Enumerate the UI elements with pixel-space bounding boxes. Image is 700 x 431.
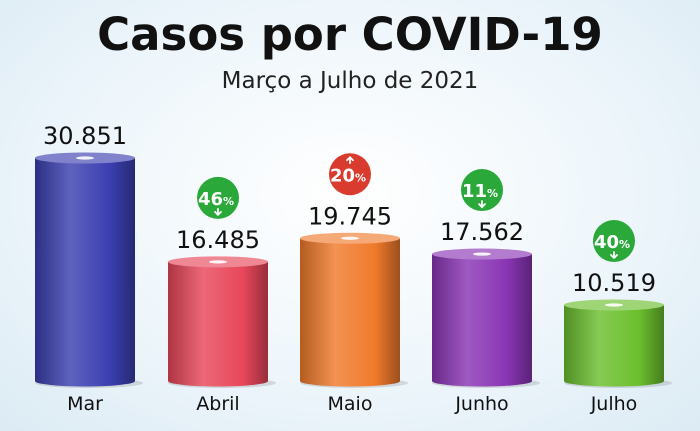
bar-junho (431, 254, 532, 387)
badge-circle (593, 219, 635, 262)
category-label-mar: Mar (67, 393, 103, 415)
badge-percent: 11% (462, 181, 498, 202)
value-label-mar: 30.851 (43, 122, 127, 150)
bar-mar (35, 158, 135, 387)
bar-top-highlight (209, 260, 227, 264)
value-label-junho: 17.562 (440, 218, 524, 246)
category-label-julho: Julho (590, 393, 638, 415)
arrow-down-icon (214, 207, 222, 217)
arrow-down-icon (610, 251, 618, 260)
category-label-abril: Abril (196, 393, 239, 415)
chart-subtitle: Março a Julho de 2021 (222, 68, 479, 94)
change-badge-maio: 20% (329, 153, 371, 196)
change-badge-junho: 11% (461, 169, 503, 212)
change-badge-julho: 40% (593, 219, 635, 262)
bar-abril (168, 261, 268, 387)
bar-julho (564, 304, 664, 387)
bar-top-highlight (76, 156, 94, 160)
value-label-abril: 16.485 (176, 226, 260, 254)
change-badge-abril: 46% (197, 176, 239, 219)
value-label-julho: 10.519 (572, 269, 656, 297)
arrow-down-icon (478, 200, 486, 209)
bar-maio (300, 238, 400, 387)
bar-top-highlight (605, 303, 623, 307)
badge-circle (329, 153, 371, 196)
bar-top-highlight (473, 252, 491, 256)
arrow-up-icon (346, 156, 354, 165)
category-label-junho: Junho (454, 393, 508, 415)
bar-top-highlight (341, 236, 359, 240)
badge-circle (197, 176, 239, 219)
badge-percent: 46% (198, 189, 234, 210)
badge-percent: 20% (330, 165, 366, 186)
badge-circle (461, 169, 503, 212)
chart-title: Casos por COVID-19 (97, 8, 603, 61)
category-label-maio: Maio (328, 393, 373, 415)
badge-percent: 40% (594, 232, 630, 253)
value-label-maio: 19.745 (308, 202, 392, 230)
